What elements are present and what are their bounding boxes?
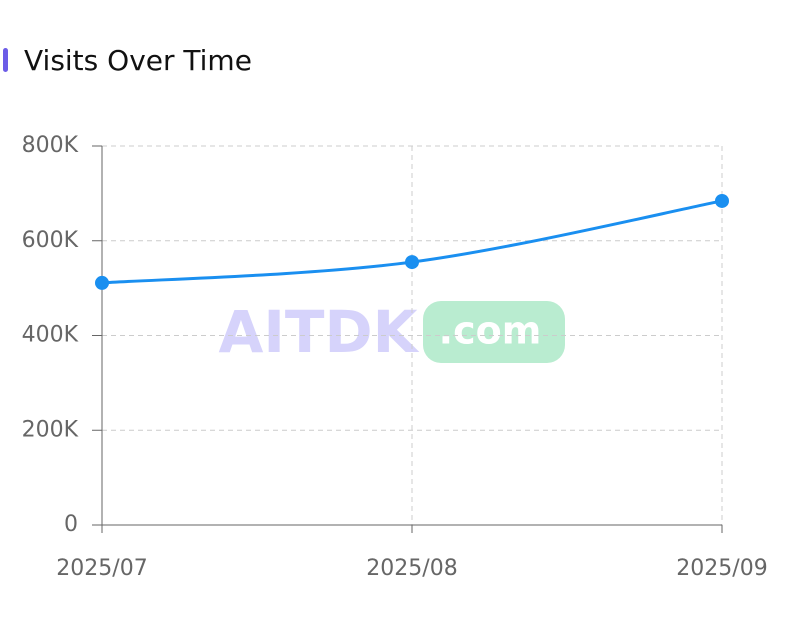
title-accent: [3, 48, 8, 72]
y-tick-label: 600K: [22, 228, 79, 253]
watermark: .com: [439, 309, 542, 353]
y-tick-label: 400K: [22, 323, 79, 348]
y-tick-label: 800K: [22, 133, 79, 158]
x-tick-label: 2025/07: [56, 556, 147, 581]
watermark-badge: [423, 301, 565, 363]
watermark: AITDK: [218, 298, 419, 366]
y-tick-label: 200K: [22, 417, 79, 442]
y-tick-label: 0: [64, 512, 78, 537]
point: [715, 193, 729, 208]
point: [405, 255, 419, 270]
x-tick-label: 2025/08: [366, 556, 457, 581]
point: [95, 275, 109, 290]
chart-title: Visits Over Time: [24, 44, 252, 77]
x-tick-label: 2025/09: [676, 556, 767, 581]
